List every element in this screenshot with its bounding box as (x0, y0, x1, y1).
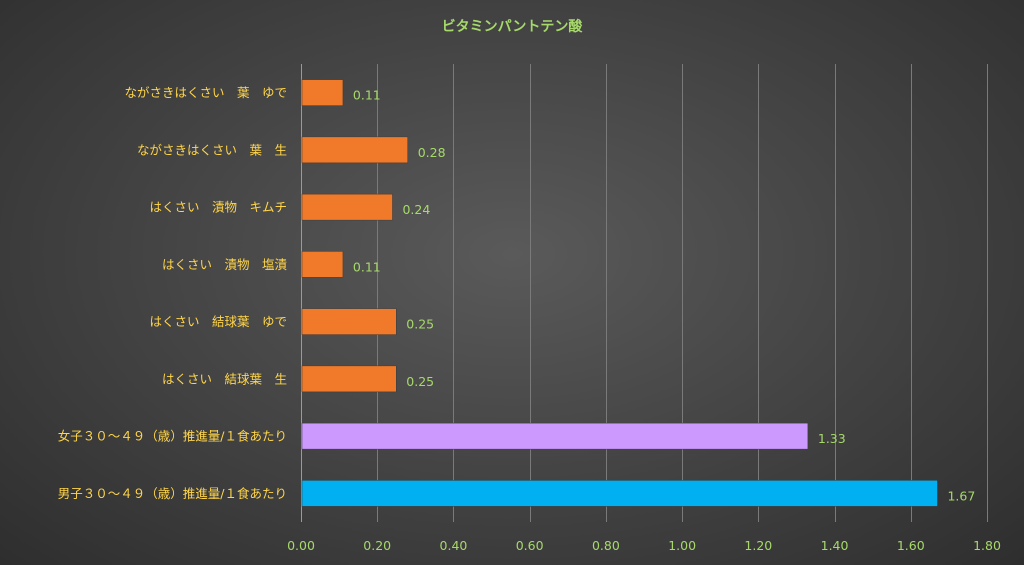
data-label: 0.11 (353, 259, 381, 274)
bar (301, 422, 809, 450)
x-tick-label: 1.60 (897, 538, 925, 553)
bar (301, 79, 344, 106)
data-label: 0.11 (353, 88, 381, 103)
data-label: 0.25 (406, 317, 434, 332)
category-label: はくさい 結球葉 ゆで (149, 314, 287, 329)
bar (301, 193, 393, 221)
bar (301, 136, 408, 164)
bars (301, 79, 938, 507)
bar (301, 308, 397, 335)
x-tick-label: 0.60 (516, 538, 544, 553)
x-tick-label: 0.00 (287, 538, 315, 553)
data-label: 1.67 (947, 488, 975, 503)
category-label: はくさい 結球葉 生 (162, 371, 287, 386)
category-label: 男子３０～４９（歳）推進量/１食あたり (58, 486, 287, 501)
x-tick-label: 0.20 (363, 538, 391, 553)
bar (301, 251, 344, 278)
data-label: 0.28 (418, 145, 446, 160)
chart-title: ビタミンパントテン酸 (442, 18, 584, 35)
category-label: はくさい 漬物 塩漬 (162, 257, 288, 272)
data-label: 0.24 (402, 202, 430, 217)
category-label: はくさい 漬物 キムチ (149, 200, 287, 215)
x-tick-label: 1.80 (973, 538, 1001, 553)
bar (301, 480, 938, 507)
x-tick-label: 1.40 (821, 538, 849, 553)
x-tick-label: 0.40 (440, 538, 468, 553)
bar (301, 365, 397, 393)
data-label: 1.33 (818, 431, 846, 446)
category-label: ながさきはくさい 葉 ゆで (124, 85, 287, 100)
labels: 0.00 0.20 0.40 0.60 0.80 1.00 1.20 1.40 1.60 1.80… (58, 85, 1001, 553)
x-tick-label: 0.80 (592, 538, 620, 553)
gridlines (301, 64, 988, 522)
category-label: 女子３０～４９（歳）推進量/１食あたり (58, 429, 287, 444)
x-tick-label: 1.00 (668, 538, 696, 553)
x-tick-label: 1.20 (744, 538, 772, 553)
data-label: 0.25 (406, 374, 434, 389)
category-label: ながさきはくさい 葉 生 (137, 142, 287, 157)
